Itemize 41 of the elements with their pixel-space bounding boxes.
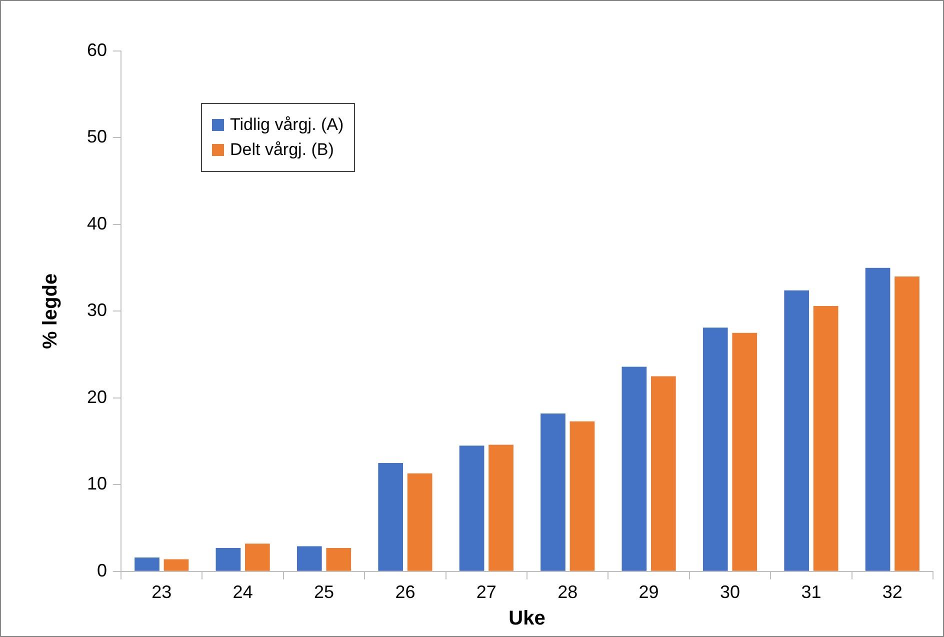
legend-label: Delt vårgj. (B) [230, 140, 334, 160]
bar [407, 473, 432, 571]
y-tick-label: 30 [86, 300, 108, 320]
legend-label: Tidlig vårgj. (A) [230, 115, 344, 135]
bar [702, 328, 728, 571]
y-tick-label: 0 [97, 560, 108, 580]
bar [216, 548, 241, 571]
x-tick-label: 32 [882, 582, 902, 602]
x-tick-label: 26 [395, 582, 416, 602]
bar [488, 444, 514, 571]
y-tick-label: 60 [86, 40, 108, 60]
bar [651, 376, 676, 571]
bar [540, 414, 566, 571]
x-axis-title: Uke [508, 608, 546, 630]
y-tick-label: 10 [86, 474, 108, 494]
bar [326, 548, 352, 571]
bar [134, 558, 160, 571]
bar [570, 421, 595, 571]
x-tick-label: 25 [314, 582, 334, 602]
x-tick-label: 29 [638, 582, 659, 602]
bar [296, 546, 322, 571]
bar [784, 290, 810, 571]
y-axis-title: % legde [40, 273, 62, 349]
bar [378, 462, 404, 571]
x-tick-label: 23 [152, 582, 172, 602]
bar [622, 366, 647, 571]
x-tick-label: 24 [232, 582, 253, 602]
x-tick-label: 31 [801, 582, 822, 602]
bar [865, 268, 890, 571]
bar [459, 446, 484, 571]
bar [164, 559, 189, 571]
bar [245, 544, 270, 571]
bar [813, 306, 838, 571]
bar [732, 332, 758, 571]
y-tick-label: 20 [86, 386, 108, 407]
bar [894, 276, 920, 571]
y-tick-label: 40 [86, 213, 108, 234]
y-tick-label: 50 [86, 126, 108, 147]
x-tick-label: 28 [558, 582, 578, 602]
x-tick-label: 27 [476, 582, 496, 602]
x-tick-label: 30 [720, 582, 740, 602]
